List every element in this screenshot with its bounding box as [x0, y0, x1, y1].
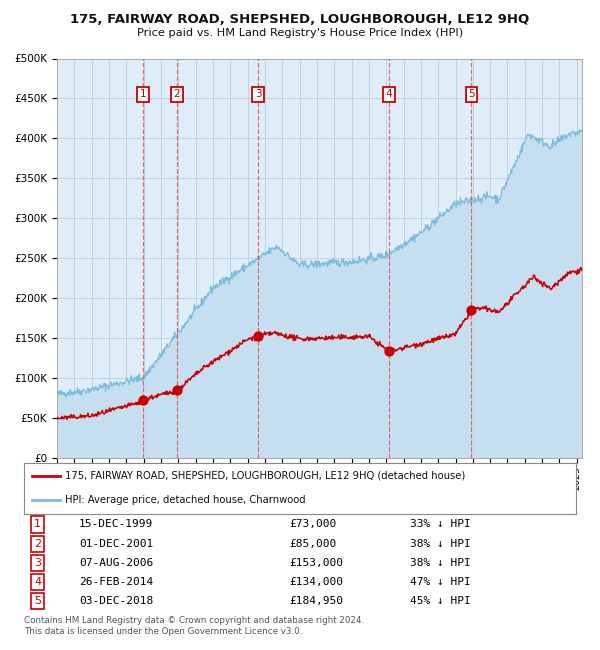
Text: 47% ↓ HPI: 47% ↓ HPI [410, 577, 471, 587]
Text: 2: 2 [34, 539, 41, 549]
Text: 2: 2 [173, 90, 180, 99]
Text: 5: 5 [34, 597, 41, 606]
Text: 01-DEC-2001: 01-DEC-2001 [79, 539, 154, 549]
Text: £73,000: £73,000 [289, 519, 336, 529]
Text: 38% ↓ HPI: 38% ↓ HPI [410, 558, 471, 568]
Text: 175, FAIRWAY ROAD, SHEPSHED, LOUGHBOROUGH, LE12 9HQ: 175, FAIRWAY ROAD, SHEPSHED, LOUGHBOROUG… [70, 13, 530, 26]
Text: 1: 1 [140, 90, 146, 99]
Text: 07-AUG-2006: 07-AUG-2006 [79, 558, 154, 568]
Point [172, 385, 182, 395]
Text: 45% ↓ HPI: 45% ↓ HPI [410, 597, 471, 606]
Text: 33% ↓ HPI: 33% ↓ HPI [410, 519, 471, 529]
Text: £134,000: £134,000 [289, 577, 343, 587]
Text: £153,000: £153,000 [289, 558, 343, 568]
Text: 38% ↓ HPI: 38% ↓ HPI [410, 539, 471, 549]
Text: 03-DEC-2018: 03-DEC-2018 [79, 597, 154, 606]
Text: 175, FAIRWAY ROAD, SHEPSHED, LOUGHBOROUGH, LE12 9HQ (detached house): 175, FAIRWAY ROAD, SHEPSHED, LOUGHBOROUG… [65, 471, 466, 481]
Text: 3: 3 [34, 558, 41, 568]
Text: 5: 5 [468, 90, 475, 99]
Text: Contains HM Land Registry data © Crown copyright and database right 2024.
This d: Contains HM Land Registry data © Crown c… [24, 616, 364, 636]
Text: 3: 3 [254, 90, 262, 99]
Text: £184,950: £184,950 [289, 597, 343, 606]
Text: 26-FEB-2014: 26-FEB-2014 [79, 577, 154, 587]
Text: 1: 1 [34, 519, 41, 529]
Text: 4: 4 [34, 577, 41, 587]
Point [467, 306, 476, 316]
Text: 4: 4 [385, 90, 392, 99]
Point [253, 331, 263, 341]
Text: £85,000: £85,000 [289, 539, 336, 549]
Text: 15-DEC-1999: 15-DEC-1999 [79, 519, 154, 529]
Text: Price paid vs. HM Land Registry's House Price Index (HPI): Price paid vs. HM Land Registry's House … [137, 28, 463, 38]
Text: HPI: Average price, detached house, Charnwood: HPI: Average price, detached house, Char… [65, 495, 306, 505]
Point [384, 346, 394, 356]
Point [138, 395, 148, 405]
